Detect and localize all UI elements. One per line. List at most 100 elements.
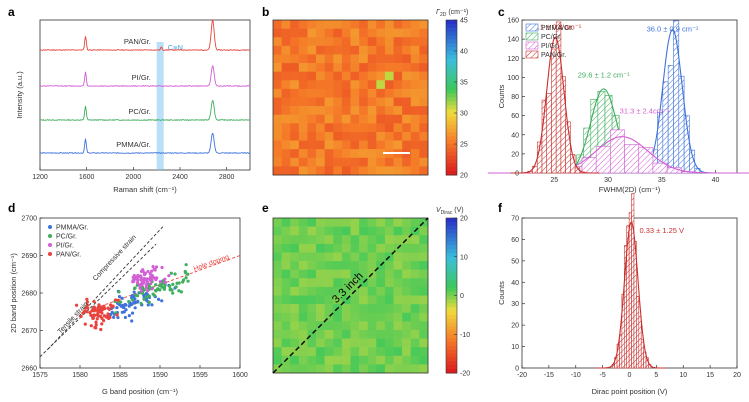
- scatter-point: [163, 277, 167, 281]
- heatmap-cell: [419, 347, 429, 357]
- scatter-point: [124, 308, 128, 312]
- heatmap-cell: [350, 226, 360, 236]
- heatmap-cell: [367, 312, 377, 322]
- heatmap-cell: [333, 114, 343, 124]
- colorbar-segment: [446, 307, 457, 312]
- scatter-point: [115, 313, 119, 317]
- colorbar-segment: [446, 101, 457, 106]
- heatmap-cell: [281, 157, 291, 167]
- heatmap-cell: [350, 312, 360, 322]
- heatmap-cell: [341, 166, 351, 176]
- heatmap-cell: [376, 295, 386, 305]
- y-tick-label: 10: [511, 344, 519, 351]
- heatmap-cell: [359, 312, 369, 322]
- scatter-point: [113, 298, 118, 302]
- scatter-point: [135, 281, 140, 285]
- heatmap-cell: [333, 312, 343, 322]
- heatmap-cell: [298, 106, 308, 116]
- heatmap-cell: [324, 140, 334, 150]
- heatmap-cell: [384, 321, 394, 331]
- heatmap-cell: [367, 235, 377, 245]
- heatmap-cell: [402, 261, 412, 270]
- heatmap-cell: [419, 63, 429, 72]
- scatter-point: [154, 265, 159, 269]
- heatmap-cell: [281, 80, 291, 90]
- heatmap-cell: [273, 37, 282, 47]
- heatmap-cell: [273, 123, 282, 133]
- chart-d: 1575 1580 1585 1590 1595 1600 2660 2670 2680 2690…: [9, 216, 248, 397]
- scatter-point: [127, 313, 131, 318]
- heatmap-cell: [333, 149, 343, 159]
- heatmap-cell: [307, 106, 317, 116]
- heatmap-cell: [307, 269, 317, 279]
- heatmap-cell: [410, 235, 420, 245]
- heatmap-cell: [402, 295, 412, 305]
- heatmap-cell: [307, 218, 317, 227]
- heatmap-cell: [384, 269, 394, 279]
- colorbar-segment: [446, 369, 457, 374]
- heatmap-cell: [350, 123, 360, 133]
- heatmap-cell: [290, 329, 300, 339]
- heatmap-cell: [316, 63, 325, 72]
- colorbar-segment: [446, 303, 457, 308]
- heatmap-cell: [281, 28, 291, 38]
- scatter-point: [83, 309, 87, 313]
- colorbar-segment: [446, 109, 457, 114]
- legend-label: PAN/Gr.: [56, 252, 81, 259]
- heatmap-cell: [333, 37, 343, 47]
- heatmap-cell: [324, 97, 334, 107]
- heatmap-cell: [402, 278, 412, 288]
- heatmap-cell: [367, 149, 377, 159]
- heatmap-cell: [367, 166, 377, 176]
- heatmap-cell: [273, 149, 282, 159]
- heatmap-cell: [281, 123, 291, 133]
- scatter-point: [147, 300, 151, 304]
- heatmap-cell: [367, 20, 377, 29]
- heatmap-cell: [324, 123, 334, 133]
- scatter-point: [144, 295, 148, 299]
- scatter-point: [139, 278, 143, 282]
- heatmap-cell: [384, 140, 394, 150]
- heatmap-cell: [333, 80, 343, 90]
- heatmap-cell: [402, 63, 412, 72]
- heatmap-cell: [281, 261, 291, 270]
- heatmap-cell: [281, 312, 291, 322]
- heatmap-cell: [273, 364, 282, 374]
- heatmap-cell: [298, 226, 308, 236]
- histogram-bar: [640, 339, 644, 369]
- scatter-point: [184, 276, 188, 280]
- heatmap-frame: [272, 217, 429, 374]
- heatmap-cell: [376, 37, 386, 47]
- heatmap-cell: [341, 80, 351, 90]
- heatmap-cell: [402, 157, 412, 167]
- heatmap-cell: [376, 304, 386, 314]
- colorbar-segment: [446, 124, 457, 129]
- colorbar-segment: [446, 334, 457, 339]
- heatmap-cell: [316, 45, 325, 55]
- colorbar-segment: [446, 233, 457, 238]
- scatter-point: [96, 314, 101, 318]
- heatmap-cell: [410, 321, 420, 331]
- heatmap-cell: [298, 312, 308, 322]
- scatter-point: [104, 315, 108, 319]
- scatter-point: [148, 272, 152, 276]
- heatmap-cell: [393, 226, 403, 236]
- heatmap-cell: [402, 329, 412, 339]
- heatmap-cell: [324, 218, 334, 227]
- x-tick-label: 35: [658, 177, 666, 184]
- heatmap-cell: [324, 37, 334, 47]
- scatter-point: [91, 316, 95, 320]
- scatter-point: [147, 294, 151, 298]
- heatmap-cell: [376, 45, 386, 55]
- spectrum-line: [40, 64, 251, 88]
- scatter-point: [90, 309, 94, 313]
- scatter-point: [100, 316, 104, 320]
- heatmap-cell: [367, 286, 377, 296]
- heatmap-cell: [281, 166, 291, 176]
- y-tick-label: 160: [507, 18, 519, 25]
- heatmap-cell: [376, 355, 386, 365]
- scatter-point: [174, 285, 178, 289]
- heatmap-cell: [410, 20, 420, 29]
- heatmap-cell: [359, 97, 369, 107]
- heatmap-cell: [419, 295, 429, 305]
